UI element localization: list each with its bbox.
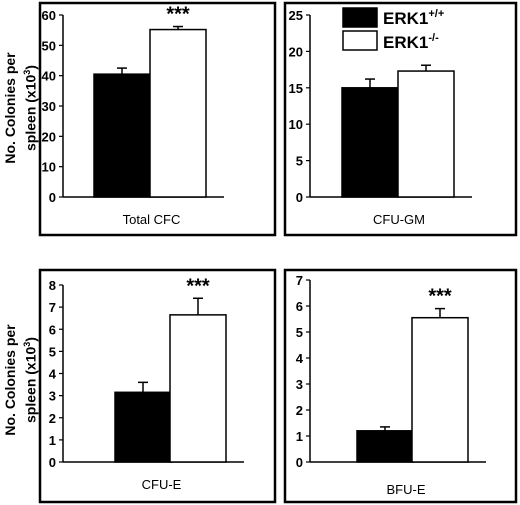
y-tick-label: 5	[296, 325, 303, 340]
y-tick-label: 8	[49, 278, 56, 293]
y-tick-label: 6	[49, 322, 56, 337]
chart-panel-1: 0 10 20 30 40 50 60 *** Total CFC	[38, 1, 277, 237]
x-axis-label: CFU-GM	[373, 212, 425, 227]
y-tick-label: 25	[289, 8, 303, 23]
y-tick-label: 4	[49, 367, 57, 382]
significance-stars: ***	[428, 286, 452, 308]
y-tick-label: 6	[296, 299, 303, 314]
y-tick-label: 1	[49, 433, 56, 448]
legend-swatch-wt	[342, 7, 378, 28]
y-tick-label: 5	[49, 344, 56, 359]
chart-panel-3: 0 1 2 3 4 5 6 7 8 *** CFU-E	[38, 268, 277, 504]
y-tick-label: 30	[42, 99, 56, 114]
y-tick-label: 20	[42, 129, 56, 144]
bar-erk1-wt	[114, 391, 172, 463]
significance-stars: ***	[186, 275, 210, 297]
y-tick-label: 50	[42, 38, 56, 53]
legend-swatch-ko	[342, 30, 378, 51]
bar-erk1-wt	[341, 87, 399, 198]
y-tick-label: 10	[289, 117, 303, 132]
chart-panel-4: 0 1 2 3 4 5 6 7 *** BFU-E	[283, 268, 518, 504]
panel-frame	[38, 268, 277, 504]
panel-frame	[283, 1, 518, 237]
y-tick-label: 0	[296, 190, 303, 205]
y-tick-label: 0	[49, 455, 56, 470]
y-tick-label: 40	[42, 69, 56, 84]
chart-panel-2: 0 5 10 15 20 25 CFU-GM	[283, 1, 518, 237]
bar-erk1-ko	[149, 28, 207, 198]
significance-stars: ***	[166, 4, 190, 26]
panel-frame	[38, 1, 277, 237]
bar-erk1-ko	[411, 316, 469, 463]
bar-erk1-wt	[93, 73, 151, 198]
y-tick-label: 15	[289, 81, 303, 96]
x-axis-label: Total CFC	[123, 212, 181, 227]
y-tick-label: 0	[49, 190, 56, 205]
panel-frame	[283, 268, 518, 504]
y-tick-label: 2	[49, 411, 56, 426]
y-tick-label: 2	[296, 403, 303, 418]
y-tick-label: 3	[296, 377, 303, 392]
bar-erk1-wt	[356, 430, 414, 463]
y-tick-label: 1	[296, 429, 303, 444]
y-tick-label: 0	[296, 455, 303, 470]
x-axis-label: BFU-E	[387, 482, 426, 497]
y-tick-label: 60	[42, 8, 56, 23]
legend-label-ko: ERK1-/-	[383, 32, 439, 52]
legend-label-wt: ERK1+/+	[383, 8, 444, 28]
y-tick-label: 7	[49, 300, 56, 315]
y-tick-label: 7	[296, 273, 303, 288]
y-tick-label: 4	[296, 351, 304, 366]
y-tick-label: 10	[42, 160, 56, 175]
bar-erk1-ko	[169, 314, 227, 463]
x-axis-label: CFU-E	[142, 477, 182, 492]
legend: ERK1+/+ ERK1-/-	[342, 7, 444, 52]
bar-erk1-ko	[397, 70, 455, 198]
y-tick-label: 5	[296, 154, 303, 169]
y-tick-label: 3	[49, 389, 56, 404]
y-tick-label: 20	[289, 44, 303, 59]
